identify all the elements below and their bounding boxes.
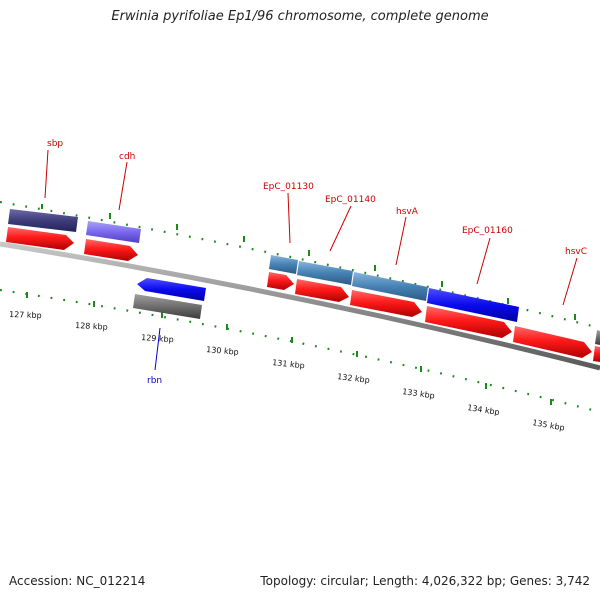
scale-label: 134 kbp — [467, 403, 501, 417]
cog-bar[interactable] — [8, 209, 78, 232]
gene-label[interactable]: EpC_01130 — [263, 182, 314, 192]
outer-major-ticks — [41, 204, 576, 320]
cds-arrow[interactable] — [295, 279, 349, 302]
cds-arrow[interactable] — [84, 239, 138, 261]
accession-text: Accession: NC_012214 — [9, 574, 146, 588]
cog-bar[interactable] — [297, 261, 353, 285]
cog-bar[interactable] — [86, 221, 141, 243]
cog-bar[interactable] — [269, 255, 298, 274]
cds-arrow[interactable] — [425, 306, 512, 338]
cog-bar[interactable] — [595, 330, 600, 345]
gene-labels: sbp cdh EpC_01130 EpC_01140 hsvA EpC_011… — [47, 139, 587, 386]
scale-label: 133 kbp — [402, 387, 436, 400]
genome-backbone — [0, 241, 600, 371]
scale-label: 135 kbp — [532, 418, 566, 433]
cog-bar[interactable] — [427, 288, 519, 322]
cds-forward-row — [6, 227, 600, 362]
cds-arrow[interactable] — [513, 326, 592, 358]
cog-bar[interactable] — [352, 272, 428, 301]
feature-bars-outer — [8, 209, 600, 345]
cds-reverse-row — [133, 278, 206, 319]
gene-label[interactable]: cdh — [119, 152, 135, 162]
inner-tick-ring — [0, 288, 600, 414]
scale-label: 131 kbp — [272, 358, 305, 370]
gene-label[interactable]: EpC_01140 — [325, 195, 376, 205]
gene-label[interactable]: sbp — [47, 139, 63, 149]
cds-arrow[interactable] — [350, 290, 422, 317]
genome-summary: Topology: circular; Length: 4,026,322 bp… — [260, 574, 590, 588]
map-title: Erwinia pyrifoliae Ep1/96 chromosome, co… — [111, 9, 489, 24]
cog-bar[interactable] — [133, 294, 202, 319]
cds-arrow[interactable] — [267, 272, 294, 290]
scale-label: 128 kbp — [75, 321, 108, 332]
label-leaders — [44, 149, 578, 371]
gene-label[interactable]: hsvC — [565, 247, 587, 257]
gene-label[interactable]: hsvA — [396, 207, 419, 217]
scale-label: 132 kbp — [337, 372, 370, 385]
cds-arrow[interactable] — [6, 227, 74, 250]
gene-label[interactable]: rbn — [147, 376, 162, 386]
cds-arrow-reverse[interactable] — [137, 278, 206, 301]
scale-label: 130 kbp — [206, 345, 239, 357]
gene-label[interactable]: EpC_01160 — [462, 226, 513, 236]
inner-major-ticks — [26, 292, 552, 405]
cds-arrow[interactable] — [593, 346, 600, 362]
scale-label: 129 kbp — [141, 333, 174, 344]
scale-label: 127 kbp — [9, 310, 42, 320]
